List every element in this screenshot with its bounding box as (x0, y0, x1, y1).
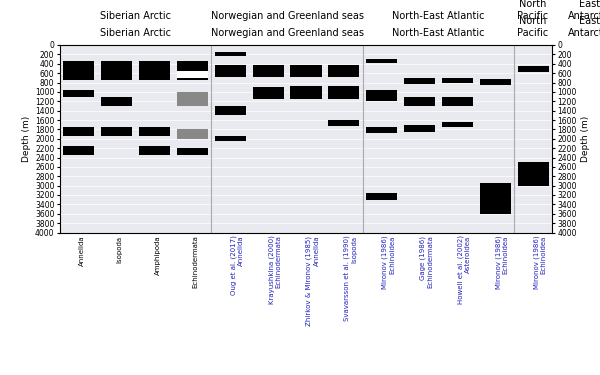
Bar (64, 90, 94, 97)
Bar (215, 65, 246, 77)
Text: Oug et al. (2017)
Annelida: Oug et al. (2017) Annelida (230, 236, 244, 296)
Bar (64, 127, 94, 136)
Bar (64, 62, 94, 80)
Text: Isopoda: Isopoda (117, 236, 123, 262)
Bar (101, 62, 132, 80)
Text: North-East Atlantic: North-East Atlantic (392, 27, 485, 38)
Bar (64, 146, 94, 155)
Bar (177, 78, 208, 80)
Text: North
Pacific: North Pacific (517, 0, 549, 21)
Bar (480, 79, 511, 85)
Bar (442, 122, 473, 127)
Bar (290, 65, 322, 77)
Bar (480, 183, 511, 214)
Text: Norwegian and Greenland seas: Norwegian and Greenland seas (211, 10, 364, 21)
Bar (215, 106, 246, 116)
Text: East
Antarctic: East Antarctic (568, 16, 600, 38)
Bar (366, 127, 397, 133)
Text: Zhirkov & Mironov (1985)
Annelida: Zhirkov & Mironov (1985) Annelida (306, 236, 320, 326)
Bar (101, 97, 132, 106)
Text: Norwegian and Greenland seas: Norwegian and Greenland seas (211, 27, 364, 38)
Bar (253, 87, 284, 99)
Text: North
Pacific: North Pacific (517, 16, 549, 38)
Bar (404, 124, 435, 132)
Bar (328, 120, 359, 126)
Bar (139, 127, 170, 136)
Text: Mironov (1986)
Echinoidea: Mironov (1986) Echinoidea (495, 236, 509, 289)
Bar (253, 65, 284, 77)
Text: Siberian Arctic: Siberian Arctic (100, 27, 171, 38)
Bar (404, 97, 435, 106)
Text: Gage (1986)
Echinodermata: Gage (1986) Echinodermata (419, 236, 433, 288)
Bar (328, 86, 359, 99)
Bar (177, 92, 208, 106)
Bar (177, 129, 208, 139)
Bar (290, 86, 322, 99)
Bar (177, 62, 208, 71)
Text: Svavarsson et al. (1990)
Isopoda: Svavarsson et al. (1990) Isopoda (344, 236, 358, 321)
Text: Krayushkina (2000)
Echinodermata: Krayushkina (2000) Echinodermata (268, 236, 281, 304)
Bar (177, 148, 208, 155)
Text: Echinodermata: Echinodermata (193, 236, 199, 288)
Text: Mironov (1986)
Echinoidea: Mironov (1986) Echinoidea (382, 236, 395, 289)
Text: Siberian Arctic: Siberian Arctic (100, 10, 171, 21)
Y-axis label: Depth (m): Depth (m) (581, 116, 590, 162)
Bar (366, 90, 397, 101)
Bar (101, 127, 132, 136)
Text: Annelida: Annelida (79, 236, 85, 266)
Text: Mironov (1986)
Echinoidea: Mironov (1986) Echinoidea (533, 236, 547, 289)
Bar (328, 65, 359, 77)
Bar (139, 146, 170, 155)
Text: East
Antarctic: East Antarctic (568, 0, 600, 21)
Text: North-East Atlantic: North-East Atlantic (392, 10, 485, 21)
Text: Amphipoda: Amphipoda (155, 236, 161, 275)
Bar (442, 97, 473, 106)
Bar (518, 162, 548, 186)
Bar (177, 71, 208, 78)
Bar (404, 78, 435, 84)
Bar (442, 78, 473, 82)
Bar (518, 66, 548, 72)
Text: Howell et al. (2002)
Asteroidea: Howell et al. (2002) Asteroidea (457, 236, 471, 304)
Bar (366, 193, 397, 200)
Y-axis label: Depth (m): Depth (m) (22, 116, 31, 162)
Bar (366, 58, 397, 63)
Bar (215, 52, 246, 56)
Bar (139, 62, 170, 80)
Bar (215, 136, 246, 141)
